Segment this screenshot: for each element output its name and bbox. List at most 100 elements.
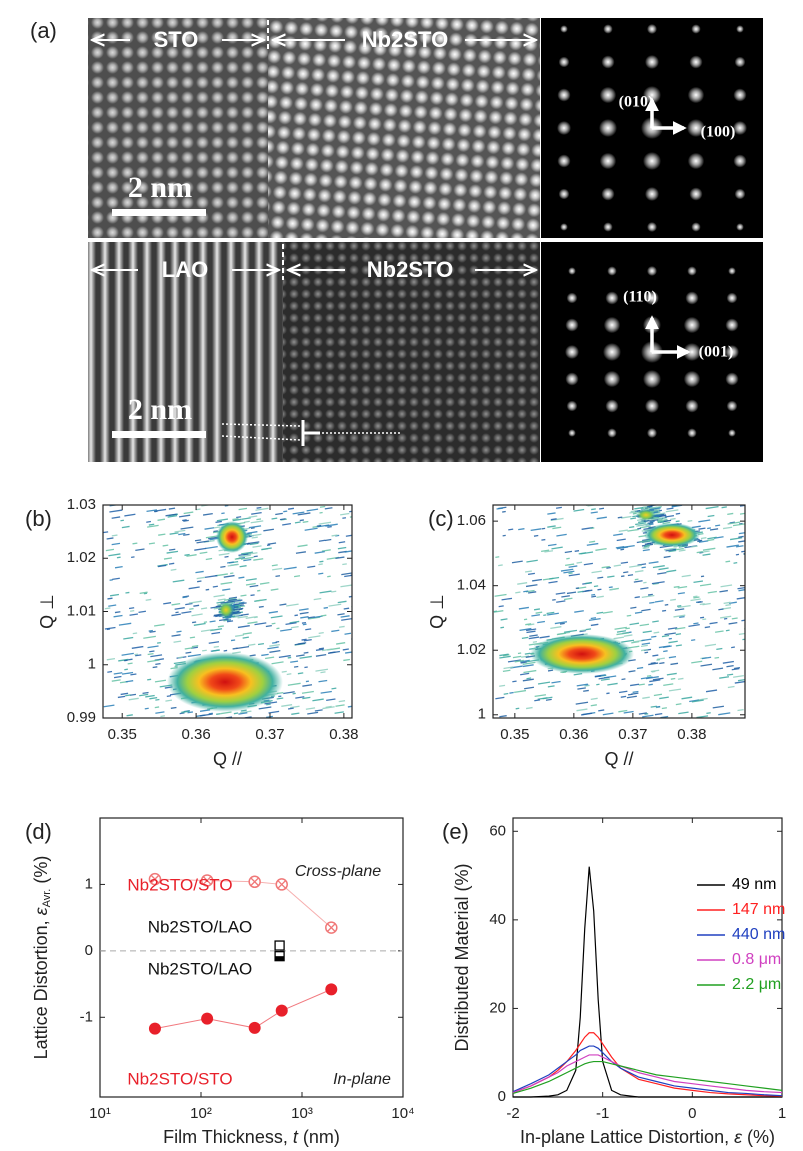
- intensity-streak: [211, 631, 221, 635]
- intensity-streak: [659, 696, 669, 700]
- intensity-streak: [271, 517, 278, 520]
- intensity-streak: [199, 551, 208, 555]
- intensity-streak: [525, 628, 537, 632]
- intensity-streak: [677, 604, 691, 609]
- intensity-streak: [640, 506, 650, 510]
- intensity-streak: [204, 527, 215, 530]
- intensity-streak: [344, 574, 352, 578]
- intensity-streak: [169, 548, 176, 551]
- intensity-streak: [736, 597, 745, 600]
- intensity-streak: [186, 554, 197, 557]
- y-tick-label: 0: [85, 942, 93, 959]
- intensity-streak: [715, 524, 721, 527]
- intensity-streak: [531, 614, 541, 617]
- intensity-streak: [581, 712, 593, 716]
- intensity-streak: [217, 598, 226, 601]
- intensity-streak: [188, 586, 200, 590]
- intensity-streak: [731, 646, 735, 649]
- intensity-streak: [727, 685, 735, 689]
- intensity-streak: [283, 566, 297, 570]
- intensity-streak: [351, 702, 352, 705]
- intensity-streak: [658, 514, 667, 518]
- intensity-streak: [183, 511, 194, 515]
- intensity-streak: [738, 540, 745, 543]
- intensity-streak: [522, 678, 534, 682]
- intensity-streak: [236, 645, 250, 650]
- intensity-streak: [307, 711, 319, 715]
- intensity-streak: [564, 550, 573, 554]
- intensity-streak: [500, 618, 508, 621]
- intensity-streak: [174, 529, 186, 533]
- tem-nb2sto: [268, 18, 540, 238]
- x-tick-label: 10²: [190, 1105, 212, 1122]
- fft-spot: [685, 291, 699, 305]
- intensity-streak: [714, 656, 720, 659]
- intensity-streak: [668, 640, 678, 644]
- intensity-streak: [520, 672, 530, 676]
- intensity-streak: [618, 529, 628, 533]
- fft-spot: [683, 316, 701, 334]
- intensity-streak: [264, 656, 275, 660]
- intensity-streak: [547, 612, 559, 616]
- intensity-streak: [635, 522, 647, 526]
- intensity-streak: [128, 607, 135, 610]
- intensity-streak: [196, 576, 206, 580]
- intensity-streak: [640, 648, 648, 652]
- intensity-streak: [556, 600, 566, 603]
- tem-sto: [88, 18, 268, 238]
- intensity-streak: [547, 543, 557, 547]
- intensity-streak: [728, 621, 738, 625]
- intensity-streak: [641, 566, 646, 569]
- intensity-streak: [195, 570, 204, 574]
- intensity-streak: [729, 521, 736, 524]
- intensity-streak: [238, 601, 245, 604]
- intensity-streak: [303, 651, 309, 654]
- intensity-streak: [111, 679, 121, 682]
- intensity-streak: [307, 565, 316, 569]
- intensity-streak: [251, 536, 258, 539]
- intensity-streak: [189, 636, 196, 639]
- intensity-streak: [215, 520, 222, 524]
- intensity-streak: [526, 677, 532, 680]
- intensity-streak: [499, 684, 506, 687]
- intensity-streak: [103, 531, 109, 534]
- fft-label: (100): [701, 124, 736, 141]
- intensity-streak: [334, 711, 344, 714]
- intensity-streak: [269, 643, 280, 647]
- intensity-streak: [184, 647, 194, 650]
- intensity-streak: [512, 680, 517, 683]
- intensity-streak: [170, 568, 177, 571]
- intensity-streak: [707, 538, 715, 542]
- intensity-streak: [321, 648, 333, 652]
- intensity-streak: [149, 630, 156, 633]
- intensity-streak: [104, 607, 111, 610]
- scale-bar: [112, 431, 206, 438]
- intensity-streak: [707, 536, 717, 540]
- intensity-streak: [147, 652, 154, 656]
- intensity-streak: [297, 672, 304, 675]
- intensity-streak: [641, 642, 651, 646]
- intensity-streak: [614, 626, 627, 630]
- intensity-streak: [643, 546, 650, 550]
- intensity-streak: [677, 677, 684, 680]
- intensity-streak: [620, 548, 625, 551]
- fft-spot: [647, 266, 657, 276]
- intensity-streak: [725, 603, 732, 607]
- intensity-streak: [323, 606, 329, 609]
- intensity-streak: [521, 636, 529, 640]
- intensity-streak: [242, 636, 249, 639]
- marker: [325, 983, 338, 996]
- intensity-streak: [668, 688, 682, 692]
- intensity-streak: [345, 534, 352, 537]
- intensity-streak: [223, 574, 235, 578]
- y-tick-label: 1.06: [457, 512, 486, 529]
- x-tick-label: 0.36: [181, 726, 210, 743]
- intensity-streak: [163, 557, 173, 560]
- intensity-streak: [327, 650, 341, 654]
- intensity-streak: [580, 551, 594, 555]
- intensity-streak: [656, 657, 665, 660]
- intensity-streak: [318, 679, 328, 683]
- legend-label: 440 nm: [732, 926, 785, 943]
- marker-cross: [203, 876, 212, 885]
- fft-label: (001): [699, 344, 734, 361]
